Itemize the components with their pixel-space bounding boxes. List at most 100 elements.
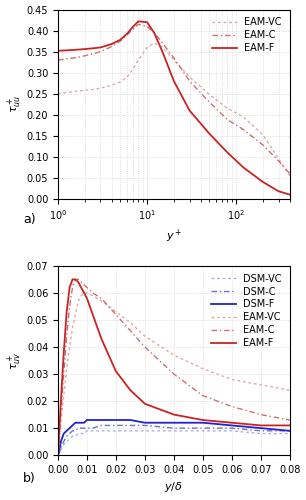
Line: DSM-C: DSM-C: [58, 426, 290, 455]
DSM-F: [114, 417, 118, 423]
DSM-C: [65, 433, 69, 439]
DSM-C: [129, 422, 132, 428]
EAM-F: [73, 276, 77, 282]
DSM-F: [99, 417, 103, 423]
EAM-F: [241, 164, 245, 170]
EAM-VC: [118, 79, 122, 85]
EAM-F: [91, 46, 95, 52]
EAM-F: [114, 368, 118, 374]
DSM-VC: [259, 430, 263, 436]
DSM-VC: [58, 450, 61, 456]
EAM-VC: [288, 172, 292, 178]
Y-axis label: $\tau_{uu}^+$: $\tau_{uu}^+$: [6, 95, 24, 114]
EAM-C: [201, 392, 205, 398]
EAM-C: [62, 371, 65, 377]
EAM-C: [73, 276, 77, 282]
DSM-VC: [68, 436, 71, 442]
DSM-C: [201, 425, 205, 431]
DSM-F: [59, 438, 63, 444]
EAM-VC: [99, 298, 103, 304]
EAM-C: [152, 30, 156, 36]
Line: DSM-F: DSM-F: [58, 420, 290, 455]
EAM-F: [226, 150, 229, 156]
EAM-VC: [114, 309, 118, 315]
DSM-F: [76, 420, 80, 426]
X-axis label: $y^+$: $y^+$: [166, 228, 182, 245]
DSM-VC: [172, 428, 176, 434]
EAM-F: [59, 398, 63, 404]
EAM-VC: [99, 85, 102, 91]
EAM-F: [136, 18, 140, 24]
EAM-C: [226, 117, 229, 123]
EAM-C: [114, 312, 118, 318]
DSM-C: [62, 438, 65, 444]
EAM-C: [82, 282, 86, 288]
EAM-C: [261, 142, 265, 148]
EAM-VC: [56, 452, 60, 458]
DSM-C: [114, 422, 118, 428]
Line: EAM-VC: EAM-VC: [58, 43, 290, 176]
DSM-VC: [82, 430, 86, 436]
EAM-F: [131, 24, 135, 30]
EAM-VC: [91, 86, 95, 92]
Line: EAM-VC: EAM-VC: [58, 293, 290, 455]
EAM-C: [131, 26, 135, 32]
EAM-C: [136, 22, 140, 28]
EAM-F: [110, 41, 114, 47]
EAM-F: [72, 47, 76, 53]
DSM-C: [259, 428, 263, 434]
EAM-F: [172, 412, 176, 418]
DSM-F: [79, 420, 83, 426]
EAM-C: [188, 78, 191, 84]
EAM-VC: [91, 292, 95, 298]
EAM-F: [71, 276, 74, 282]
EAM-F: [118, 37, 122, 43]
DSM-C: [71, 428, 74, 434]
EAM-F: [152, 30, 156, 36]
DSM-F: [58, 447, 61, 453]
EAM-F: [65, 309, 69, 315]
DSM-F: [129, 417, 132, 423]
DSM-C: [73, 428, 77, 434]
DSM-F: [65, 428, 69, 434]
DSM-VC: [143, 428, 147, 434]
DSM-F: [259, 425, 263, 431]
DSM-C: [59, 444, 63, 450]
EAM-C: [207, 99, 211, 105]
EAM-VC: [152, 40, 156, 46]
EAM-F: [207, 130, 211, 136]
EAM-F: [188, 108, 191, 114]
EAM-F: [288, 192, 292, 198]
DSM-C: [288, 428, 292, 434]
DSM-VC: [85, 428, 89, 434]
EAM-VC: [172, 57, 176, 63]
DSM-C: [82, 425, 86, 431]
DSM-VC: [71, 433, 74, 439]
EAM-C: [288, 170, 292, 176]
EAM-F: [58, 425, 61, 431]
EAM-F: [288, 422, 292, 428]
Y-axis label: $\tau_{uv}^+$: $\tau_{uv}^+$: [6, 352, 24, 370]
DSM-C: [85, 425, 89, 431]
EAM-F: [145, 19, 149, 25]
Line: EAM-C: EAM-C: [58, 24, 290, 174]
EAM-VC: [76, 298, 80, 304]
DSM-VC: [76, 430, 80, 436]
EAM-C: [65, 333, 69, 339]
EAM-C: [118, 38, 122, 44]
DSM-VC: [201, 428, 205, 434]
EAM-C: [145, 24, 149, 30]
EAM-VC: [59, 420, 63, 426]
EAM-VC: [230, 376, 234, 382]
EAM-C: [99, 296, 103, 302]
EAM-F: [62, 350, 65, 356]
EAM-C: [91, 50, 95, 56]
EAM-F: [79, 284, 83, 290]
EAM-VC: [261, 132, 265, 138]
EAM-F: [125, 30, 129, 36]
EAM-F: [56, 452, 60, 458]
EAM-VC: [277, 156, 281, 162]
DSM-C: [56, 452, 60, 458]
EAM-C: [56, 57, 60, 63]
EAM-F: [91, 312, 95, 318]
